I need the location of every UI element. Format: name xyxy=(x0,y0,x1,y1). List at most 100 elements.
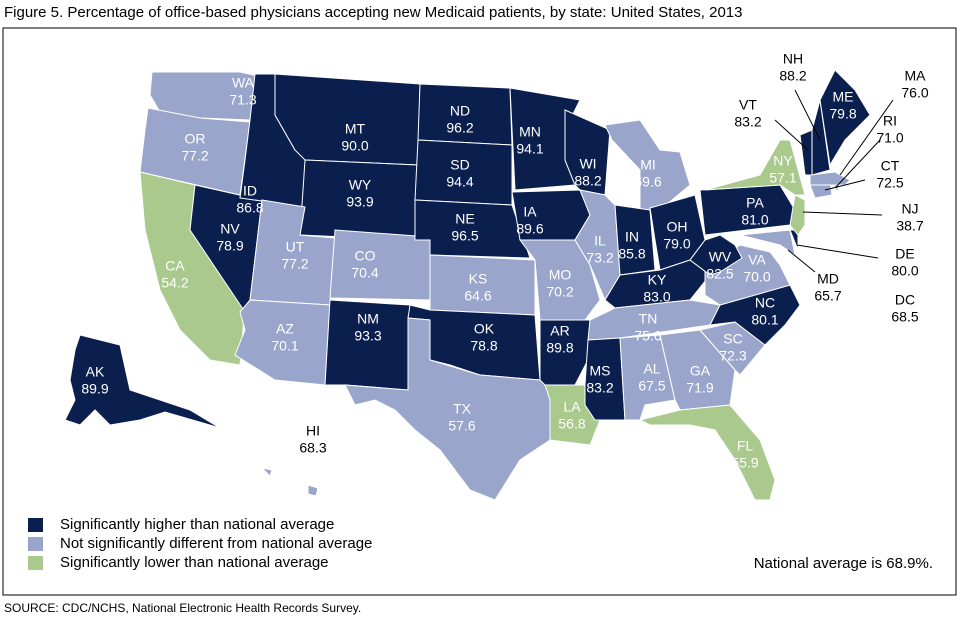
state-abbr: WY xyxy=(349,177,372,193)
state-abbr: WI xyxy=(579,156,596,172)
state-abbr: TX xyxy=(453,401,472,417)
state-value: 96.5 xyxy=(451,228,478,244)
state-value: 75.6 xyxy=(634,328,661,344)
state-abbr: CO xyxy=(355,248,376,264)
state-abbr: MN xyxy=(519,124,541,140)
state-abbr: GA xyxy=(690,363,711,379)
state-value: 93.3 xyxy=(354,328,381,344)
state-value: 80.0 xyxy=(891,263,918,279)
state-value: 71.3 xyxy=(229,92,256,108)
state-abbr: NV xyxy=(220,221,240,237)
state-abbr: VA xyxy=(748,252,766,268)
title: Figure 5. Percentage of office-based phy… xyxy=(4,4,743,21)
legend: Significantly higher than national avera… xyxy=(28,516,372,571)
state-abbr: KS xyxy=(469,271,488,287)
state-abbr: HI xyxy=(306,423,320,439)
state-value: 68.5 xyxy=(891,309,918,325)
state-shape xyxy=(699,321,766,376)
state-value: 81.0 xyxy=(741,212,768,228)
state-value: 89.6 xyxy=(516,221,543,237)
state-shape xyxy=(614,204,656,276)
note: National average is 68.9%. xyxy=(754,555,933,572)
state-abbr: NH xyxy=(783,51,803,67)
legend-swatch xyxy=(28,556,43,570)
state-abbr: NJ xyxy=(901,201,918,217)
state-abbr: UT xyxy=(286,239,305,255)
state-abbr: DE xyxy=(895,246,914,262)
state-abbr: ID xyxy=(243,183,257,199)
state-value: 83.2 xyxy=(586,380,613,396)
state-shape xyxy=(739,229,796,257)
state-abbr: DC xyxy=(895,292,915,308)
state-value: 80.1 xyxy=(751,312,778,328)
state-abbr: IN xyxy=(625,229,639,245)
state-value: 78.8 xyxy=(470,338,497,354)
state-abbr: LA xyxy=(563,399,581,415)
state-shape xyxy=(149,71,259,121)
state-value: 67.5 xyxy=(638,378,665,394)
state-value: 69.6 xyxy=(634,174,661,190)
legend-swatch xyxy=(28,537,43,551)
state-value: 83.2 xyxy=(734,114,761,130)
state-shape xyxy=(604,119,691,211)
state-value: 54.2 xyxy=(161,275,188,291)
state-value: 83.0 xyxy=(643,289,670,305)
state-value: 94.1 xyxy=(516,141,543,157)
state-abbr: AZ xyxy=(276,321,294,337)
legend-label: Significantly higher than national avera… xyxy=(60,516,334,533)
state-value: 56.8 xyxy=(558,416,585,432)
legend-label: Significantly lower than national averag… xyxy=(60,554,329,571)
state-value: 96.2 xyxy=(446,120,473,136)
state-abbr: VT xyxy=(739,97,757,113)
legend-label: Not significantly different from nationa… xyxy=(60,535,372,552)
state-value: 73.2 xyxy=(586,250,613,266)
state-abbr: IL xyxy=(594,233,606,249)
state-abbr: MO xyxy=(549,267,572,283)
state-value: 85.8 xyxy=(618,246,645,262)
state-abbr: ME xyxy=(833,89,854,105)
state-abbr: IA xyxy=(523,204,537,220)
state-value: 76.0 xyxy=(901,85,928,101)
state-abbr: SD xyxy=(450,157,469,173)
state-shape xyxy=(819,69,871,167)
state-abbr: OK xyxy=(474,321,495,337)
state-abbr: NM xyxy=(357,311,379,327)
state-shape xyxy=(64,334,221,429)
state-value: 79.8 xyxy=(829,106,856,122)
state-value: 77.2 xyxy=(181,148,208,164)
state-abbr: MA xyxy=(905,68,927,84)
state-abbr: MD xyxy=(817,271,839,287)
state-value: 68.3 xyxy=(299,440,326,456)
state-abbr: FL xyxy=(737,438,754,454)
state-labels: WA71.3OR77.2CA54.2NV78.9ID86.8MT90.0WY93… xyxy=(81,51,928,471)
legend-swatch xyxy=(28,518,43,532)
state-value: 90.0 xyxy=(341,138,368,154)
state-shape xyxy=(344,317,551,501)
state-abbr: MT xyxy=(345,121,366,137)
state-abbr: AL xyxy=(643,361,660,377)
state-value: 93.9 xyxy=(346,194,373,210)
state-abbr: NC xyxy=(755,295,775,311)
state-value: 71.0 xyxy=(876,130,903,146)
state-shape xyxy=(811,99,831,176)
state-value: 64.6 xyxy=(464,288,491,304)
state-value: 72.3 xyxy=(719,348,746,364)
state-value: 88.2 xyxy=(574,173,601,189)
state-shape xyxy=(689,234,743,276)
state-abbr: KY xyxy=(648,272,667,288)
states xyxy=(64,69,871,501)
state-abbr: NE xyxy=(455,211,474,227)
state-shape xyxy=(307,484,319,497)
state-value: 57.1 xyxy=(769,170,796,186)
source: SOURCE: CDC/NCHS, National Electronic He… xyxy=(4,601,361,615)
state-value: 89.8 xyxy=(546,340,573,356)
state-shape xyxy=(299,479,307,483)
state-abbr: AK xyxy=(86,364,105,380)
state-abbr: WA xyxy=(232,75,255,91)
state-value: 78.9 xyxy=(216,238,243,254)
state-abbr: ND xyxy=(450,103,470,119)
state-shape xyxy=(789,194,806,236)
state-value: 72.5 xyxy=(876,175,903,191)
state-value: 82.5 xyxy=(706,266,733,282)
